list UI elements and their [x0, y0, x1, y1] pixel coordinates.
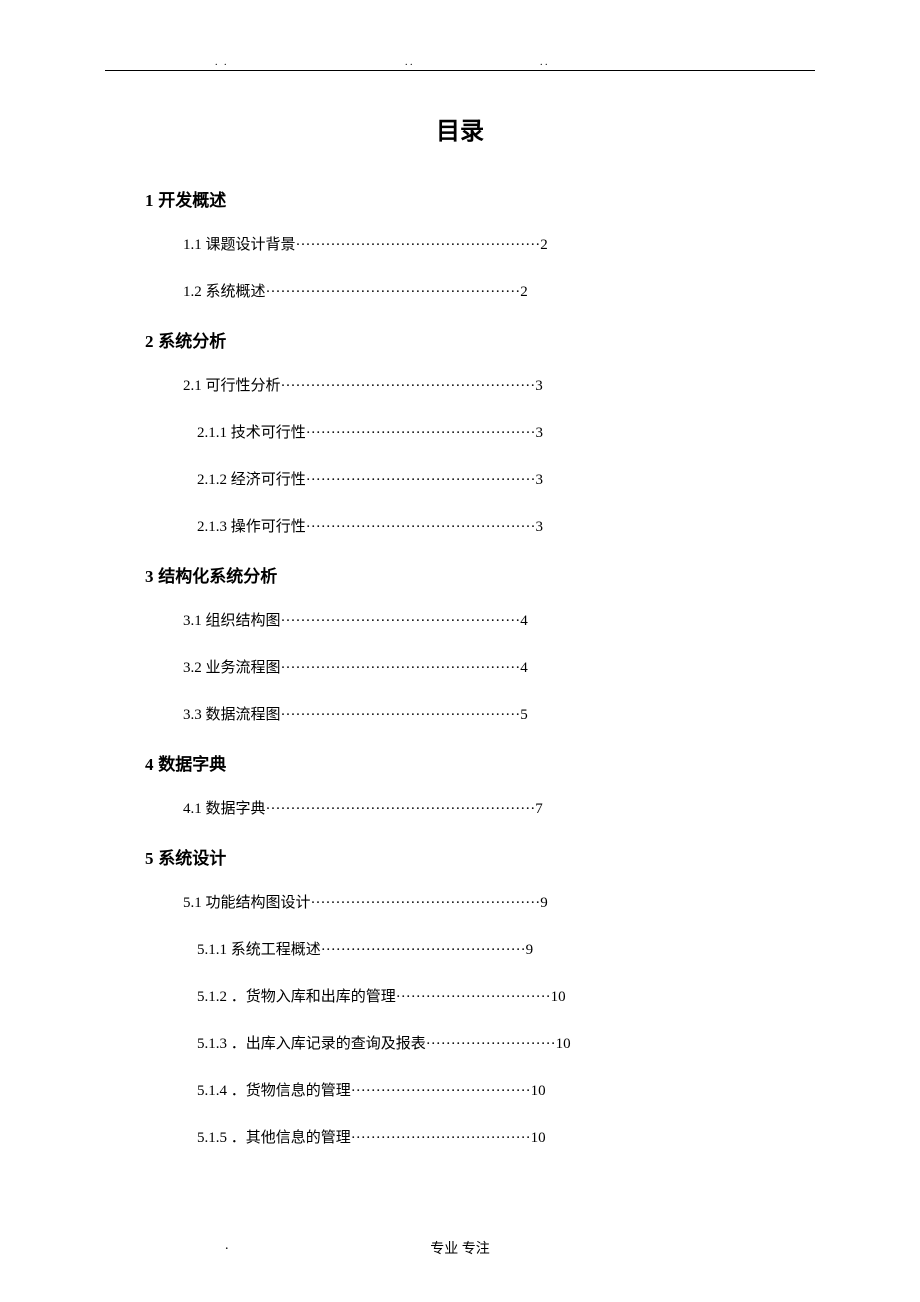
toc-body: 1 开发概述1.1 课题设计背景························…: [105, 186, 815, 1147]
toc-entry-label: 2.1 可行性分析: [183, 378, 281, 394]
toc-entry: 5.1 功能结构图设计·····························…: [183, 891, 815, 912]
section-heading-text: 系统设计: [154, 849, 227, 868]
toc-leader: ········································…: [281, 378, 536, 394]
toc-leader: ········································…: [311, 895, 541, 911]
toc-entry-label: 5.1.2 ．货物入库和出库的管理: [197, 989, 396, 1005]
page-title: 目录: [105, 111, 815, 146]
toc-entry-label: 5.1.5 ．其他信息的管理: [197, 1130, 351, 1146]
toc-entry: 5.1.1 系统工程概述····························…: [197, 938, 815, 959]
section-number: 2: [145, 332, 154, 351]
toc-page-number: 3: [536, 425, 544, 441]
toc-page-number: 4: [520, 660, 528, 676]
toc-page-number: 9: [540, 895, 548, 911]
toc-section-heading: 3 结构化系统分析: [145, 562, 775, 587]
toc-page-number: 2: [520, 284, 528, 300]
toc-entry: 5.1.5 ．其他信息的管理··························…: [197, 1126, 815, 1147]
toc-page-number: 5: [520, 707, 528, 723]
toc-entry-label: 5.1.4 ．货物信息的管理: [197, 1083, 351, 1099]
toc-entry-label: 3.3 数据流程图: [183, 707, 281, 723]
section-heading-text: 结构化系统分析: [154, 567, 278, 586]
toc-entry-label: 5.1.3 ．出库入库记录的查询及报表: [197, 1036, 426, 1052]
toc-entry-label: 3.2 业务流程图: [183, 660, 281, 676]
toc-entry: 2.1.3 操作可行性·····························…: [197, 515, 815, 536]
section-heading-text: 开发概述: [154, 191, 227, 210]
toc-entry: 4.1 数据字典································…: [183, 797, 815, 818]
toc-entry-label: 1.1 课题设计背景: [183, 237, 296, 253]
section-number: 4: [145, 755, 154, 774]
toc-page-number: 4: [520, 613, 528, 629]
toc-leader: ········································…: [266, 284, 521, 300]
toc-leader: ········································…: [281, 707, 521, 723]
toc-leader: ········································…: [306, 472, 536, 488]
toc-leader: ········································…: [321, 942, 526, 958]
toc-leader: ········································…: [306, 519, 536, 535]
footer-dot-left: .: [225, 1238, 229, 1254]
footer-text: 专业 专注: [430, 1242, 490, 1257]
toc-leader: ····································: [351, 1083, 531, 1099]
toc-section-heading: 2 系统分析: [145, 327, 775, 352]
toc-leader: ········································…: [296, 237, 541, 253]
toc-page-number: 3: [535, 378, 543, 394]
toc-entry-label: 1.2 系统概述: [183, 284, 266, 300]
toc-entry: 5.1.2 ．货物入库和出库的管理·······················…: [197, 985, 815, 1006]
section-heading-text: 系统分析: [154, 332, 227, 351]
toc-page-number: 10: [551, 989, 566, 1005]
toc-entry: 2.1.1 技术可行性·····························…: [197, 421, 815, 442]
toc-leader: ········································…: [281, 613, 521, 629]
section-number: 5: [145, 849, 154, 868]
toc-page-number: 2: [540, 237, 548, 253]
toc-entry: 3.2 业务流程图·······························…: [183, 656, 815, 677]
header-rule: [105, 70, 815, 71]
toc-entry: 5.1.3 ．出库入库记录的查询及报表·····················…: [197, 1032, 815, 1053]
toc-entry-label: 5.1.1 系统工程概述: [197, 942, 321, 958]
page-footer: . 专业 专注 .: [0, 1238, 920, 1258]
toc-page-number: 10: [531, 1083, 546, 1099]
toc-leader: ··························: [426, 1036, 556, 1052]
toc-leader: ·······························: [396, 989, 551, 1005]
toc-leader: ····································: [351, 1130, 531, 1146]
footer-dot-right: .: [466, 1238, 470, 1254]
toc-entry: 5.1.4 ．货物信息的管理··························…: [197, 1079, 815, 1100]
toc-entry-label: 2.1.3 操作可行性: [197, 519, 306, 535]
toc-entry: 1.1 课题设计背景······························…: [183, 233, 815, 254]
section-number: 1: [145, 191, 154, 210]
toc-entry-label: 5.1 功能结构图设计: [183, 895, 311, 911]
document-page: 目录 1 开发概述1.1 课题设计背景·····················…: [0, 0, 920, 1147]
section-heading-text: 数据字典: [154, 755, 227, 774]
toc-entry-label: 2.1.1 技术可行性: [197, 425, 306, 441]
toc-section-heading: 5 系统设计: [145, 844, 775, 869]
toc-entry: 2.1.2 经济可行性·····························…: [197, 468, 815, 489]
toc-page-number: 3: [536, 472, 544, 488]
toc-section-heading: 4 数据字典: [145, 750, 775, 775]
toc-page-number: 9: [526, 942, 534, 958]
toc-entry: 3.1 组织结构图·······························…: [183, 609, 815, 630]
section-number: 3: [145, 567, 154, 586]
toc-entry: 1.2 系统概述································…: [183, 280, 815, 301]
toc-entry: 3.3 数据流程图·······························…: [183, 703, 815, 724]
toc-page-number: 7: [535, 801, 543, 817]
toc-entry-label: 4.1 数据字典: [183, 801, 266, 817]
toc-entry: 2.1 可行性分析·······························…: [183, 374, 815, 395]
toc-page-number: 3: [536, 519, 544, 535]
toc-leader: ········································…: [281, 660, 521, 676]
toc-leader: ········································…: [306, 425, 536, 441]
toc-entry-label: 3.1 组织结构图: [183, 613, 281, 629]
toc-page-number: 10: [531, 1130, 546, 1146]
toc-entry-label: 2.1.2 经济可行性: [197, 472, 306, 488]
toc-leader: ········································…: [266, 801, 536, 817]
toc-page-number: 10: [556, 1036, 571, 1052]
toc-section-heading: 1 开发概述: [145, 186, 775, 211]
